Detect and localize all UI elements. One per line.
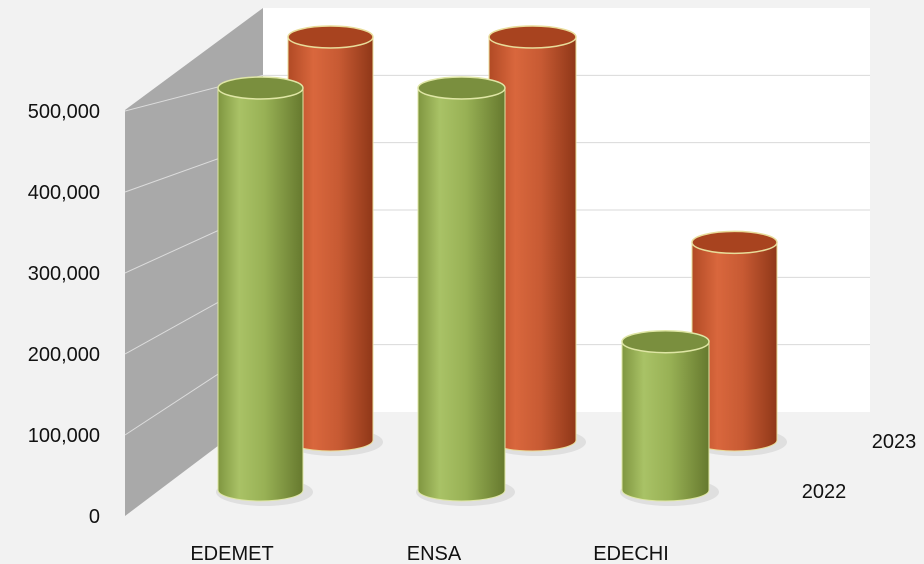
- bars: [216, 25, 787, 506]
- y-tick-label: 400,000: [28, 182, 100, 204]
- bar-2022: [620, 329, 719, 506]
- bar-2023: [487, 25, 586, 456]
- y-tick-label: 500,000: [28, 101, 100, 123]
- y-tick-label: 0: [89, 506, 100, 528]
- bar-top: [691, 230, 778, 255]
- series-label-2023: 2023: [872, 431, 917, 453]
- bar-2022: [216, 76, 313, 506]
- bar-2023: [690, 230, 787, 456]
- series-axis: 2022 2023: [802, 431, 917, 503]
- x-tick-label: EDECHI: [593, 543, 669, 564]
- bar-2022: [416, 76, 515, 506]
- x-tick-label: ENSA: [407, 543, 462, 564]
- x-axis: EDEMET ENSA EDECHI: [190, 543, 668, 564]
- bar-2023: [286, 25, 383, 456]
- y-tick-label: 200,000: [28, 344, 100, 366]
- bar-top: [621, 329, 710, 354]
- bar-top: [287, 25, 374, 49]
- series-label-2022: 2022: [802, 481, 847, 503]
- x-tick-label: EDEMET: [190, 543, 273, 564]
- y-tick-label: 300,000: [28, 263, 100, 285]
- bar-body: [217, 87, 304, 502]
- bar-top: [417, 76, 506, 100]
- bar-top: [488, 25, 577, 49]
- bar-body: [417, 87, 506, 502]
- y-tick-label: 100,000: [28, 425, 100, 447]
- bar-top: [217, 76, 304, 100]
- bar-body: [621, 341, 710, 502]
- y-axis: 0 100,000 200,000 300,000 400,000 500,000: [28, 101, 100, 528]
